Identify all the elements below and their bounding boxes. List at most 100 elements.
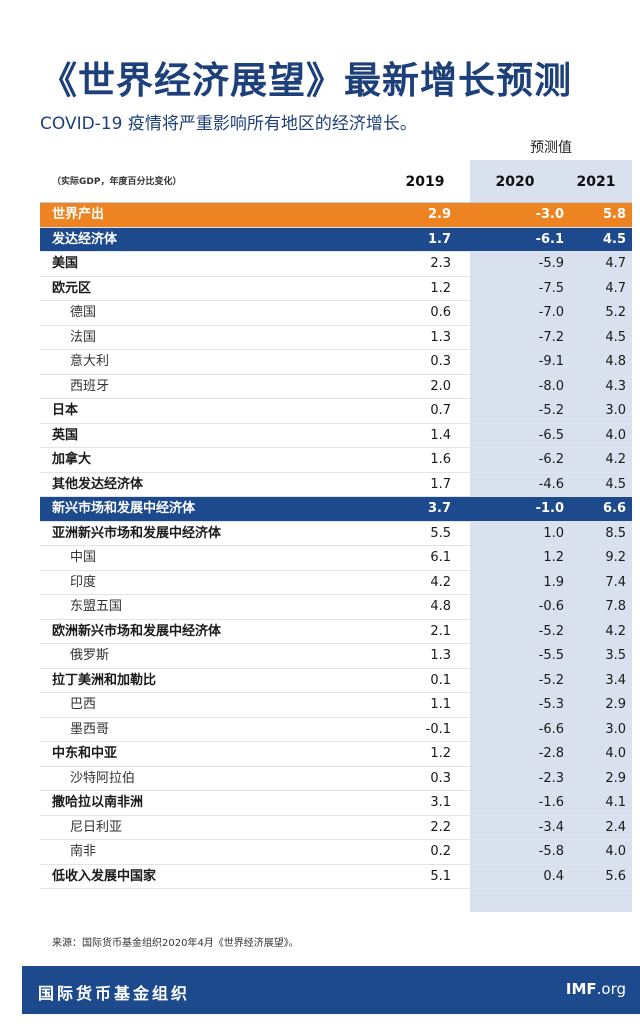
- cell-2020: 1.9: [543, 574, 564, 590]
- cell-2019: 5.1: [430, 868, 451, 884]
- cell-2019: 1.6: [430, 452, 451, 467]
- cell-2020: -6.2: [538, 452, 564, 467]
- row-label: 东盟五国: [70, 599, 123, 614]
- row-label: 撒哈拉以南非洲: [52, 795, 144, 810]
- footer-site-bold: IMF: [565, 980, 597, 998]
- cell-2019: 1.4: [430, 427, 451, 443]
- table-row: 意大利 0.3 -9.1 4.8: [40, 350, 632, 375]
- table-row: 世界产出 2.9 -3.0 5.8: [40, 203, 632, 228]
- cell-2020: -5.3: [538, 697, 564, 712]
- table-row: 发达经济体 1.7 -6.1 4.5: [40, 227, 632, 252]
- cell-2020: -2.8: [538, 746, 564, 761]
- cell-2019: 1.3: [430, 648, 451, 663]
- cell-2021: 4.7: [605, 256, 626, 271]
- cell-2019: -0.1: [425, 721, 451, 737]
- forecast-label: 预测值: [530, 140, 572, 156]
- cell-2021: 3.0: [605, 403, 626, 418]
- cell-2019: 1.3: [430, 329, 451, 345]
- cell-2020: -1.0: [535, 501, 564, 516]
- cell-2019: 0.2: [430, 844, 451, 859]
- table-row: 加拿大 1.6 -6.2 4.2: [40, 448, 632, 473]
- cell-2021: 2.9: [605, 770, 626, 786]
- cell-2021: 2.9: [605, 697, 626, 712]
- cell-2020: -1.6: [538, 795, 564, 810]
- row-label: 日本: [52, 403, 79, 418]
- row-label: 尼日利亚: [70, 819, 123, 835]
- cell-2020: -5.8: [538, 844, 564, 859]
- cell-2021: 4.1: [605, 795, 626, 810]
- row-label: 欧洲新兴市场和发展中经济体: [52, 623, 222, 639]
- cell-2020: -9.1: [538, 354, 564, 369]
- table-row: 欧元区 1.2 -7.5 4.7: [40, 277, 632, 301]
- row-label: 美国: [52, 256, 79, 271]
- cell-2020: -5.5: [538, 648, 564, 663]
- row-label: 意大利: [70, 354, 110, 369]
- cell-2021: 5.8: [602, 207, 626, 222]
- cell-2020: -6.6: [538, 721, 564, 737]
- cell-2020: -7.5: [538, 280, 564, 296]
- table-row: 巴西 1.1 -5.3 2.9: [40, 693, 632, 718]
- cell-2019: 1.2: [430, 280, 451, 296]
- table-row: 东盟五国 4.8 -0.6 7.8: [40, 595, 632, 620]
- cell-2019: 1.7: [427, 231, 451, 247]
- cell-2020: -7.2: [538, 329, 564, 345]
- table-row: 欧洲新兴市场和发展中经济体 2.1 -5.2 4.2: [40, 620, 632, 644]
- cell-2021: 4.0: [605, 844, 626, 859]
- table-header: （实际GDP，年度百分比变化） 2019 2020 2021: [40, 160, 632, 203]
- row-label: 新兴市场和发展中经济体: [52, 501, 196, 516]
- table-row: 德国 0.6 -7.0 5.2: [40, 301, 632, 326]
- cell-2021: 7.8: [605, 599, 626, 614]
- table-row: 俄罗斯 1.3 -5.5 3.5: [40, 644, 632, 669]
- cell-2021: 5.2: [605, 305, 626, 320]
- cell-2019: 0.3: [430, 770, 451, 786]
- footer-bar: 国际货币基金组织 IMF.org: [22, 966, 640, 1014]
- cell-2019: 1.2: [430, 746, 451, 761]
- cell-2019: 3.7: [427, 501, 451, 516]
- row-label: 欧元区: [52, 280, 92, 296]
- table-row: 印度 4.2 1.9 7.4: [40, 571, 632, 595]
- cell-2021: 4.3: [605, 378, 626, 394]
- cell-2019: 0.7: [430, 403, 451, 418]
- table-row: 墨西哥 -0.1 -6.6 3.0: [40, 718, 632, 742]
- page-title: 《世界经济展望》最新增长预测: [40, 59, 572, 102]
- cell-2020: -5.2: [538, 403, 564, 418]
- table-row: 低收入发展中国家 5.1 0.4 5.6: [40, 865, 632, 889]
- cell-2019: 2.3: [430, 256, 451, 271]
- table-row: 英国 1.4 -6.5 4.0: [40, 424, 632, 448]
- cell-2019: 3.1: [430, 795, 451, 810]
- year-header-2020: 2020: [495, 174, 535, 190]
- cell-2019: 1.7: [430, 476, 451, 492]
- cell-2020: -3.4: [538, 819, 564, 835]
- cell-2021: 8.5: [605, 525, 626, 541]
- footer-org-name: 国际货币基金组织: [38, 984, 191, 1003]
- row-label: 英国: [52, 427, 79, 443]
- cell-2019: 2.2: [430, 819, 451, 835]
- row-label: 南非: [70, 844, 97, 859]
- projection-shading: [470, 160, 632, 912]
- cell-2019: 1.1: [430, 697, 451, 712]
- table-row: 法国 1.3 -7.2 4.5: [40, 326, 632, 350]
- cell-2020: -3.0: [535, 207, 564, 222]
- cell-2021: 4.5: [605, 329, 626, 345]
- row-label: 拉丁美洲和加勒比: [52, 672, 157, 688]
- cell-2020: -5.2: [538, 672, 564, 688]
- cell-2021: 4.0: [605, 746, 626, 761]
- cell-2021: 4.5: [602, 231, 626, 247]
- table-row: 西班牙 2.0 -8.0 4.3: [40, 375, 632, 399]
- cell-2019: 5.5: [430, 525, 451, 541]
- table-row: 日本 0.7 -5.2 3.0: [40, 399, 632, 424]
- cell-2019: 2.0: [430, 378, 451, 394]
- row-label: 低收入发展中国家: [52, 868, 157, 884]
- cell-2021: 9.2: [605, 550, 626, 565]
- row-label: 法国: [70, 329, 97, 345]
- cell-2019: 4.2: [430, 574, 451, 590]
- cell-2020: 1.2: [543, 550, 564, 565]
- cell-2019: 6.1: [430, 550, 451, 565]
- row-label: 巴西: [70, 697, 97, 712]
- cell-2020: -7.0: [538, 305, 564, 320]
- cell-2020: 1.0: [543, 525, 564, 541]
- cell-2021: 3.4: [605, 672, 626, 688]
- row-label: 印度: [70, 574, 97, 590]
- footer-website-link[interactable]: IMF.org: [566, 980, 626, 998]
- cell-2021: 6.6: [602, 501, 626, 516]
